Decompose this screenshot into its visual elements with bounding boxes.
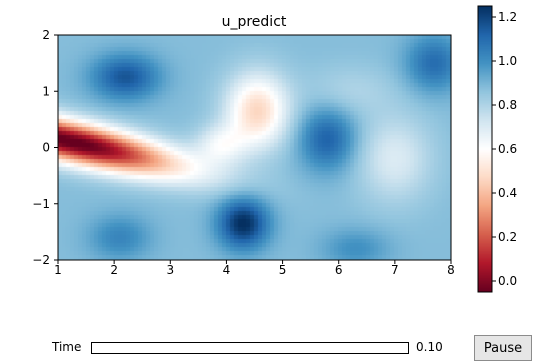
animation-controls: Time 0.10 Pause bbox=[0, 332, 545, 364]
x-tick-label: 7 bbox=[391, 263, 399, 277]
x-tick-label: 3 bbox=[166, 263, 174, 277]
colorbar: 0.0 0.2 0.4 0.6 0.8 1.0 1.2 bbox=[477, 5, 517, 293]
colorbar-tick-label: 0.0 bbox=[498, 274, 517, 288]
y-tick-label: 0 bbox=[42, 141, 50, 155]
colorbar-gradient bbox=[478, 6, 492, 292]
colorbar-tick-label: 0.2 bbox=[498, 230, 517, 244]
chart-title: u_predict bbox=[222, 14, 287, 30]
heatmap bbox=[58, 35, 451, 260]
y-tick-label: 1 bbox=[42, 84, 50, 98]
time-slider-value: 0.10 bbox=[416, 340, 443, 354]
x-tick-label: 4 bbox=[223, 263, 231, 277]
x-tick-label: 5 bbox=[279, 263, 287, 277]
x-tick-label: 1 bbox=[54, 263, 62, 277]
heatmap-field bbox=[58, 35, 451, 260]
x-tick-label: 2 bbox=[110, 263, 118, 277]
y-tick-label: 2 bbox=[42, 28, 50, 42]
x-tick-label: 6 bbox=[335, 263, 343, 277]
x-tick-label: 8 bbox=[447, 263, 455, 277]
y-axis: −2 −1 0 1 2 bbox=[32, 28, 58, 267]
time-slider[interactable] bbox=[91, 342, 409, 354]
y-tick-label: −1 bbox=[32, 197, 50, 211]
time-slider-label: Time bbox=[52, 340, 82, 354]
x-axis: 1 2 3 4 5 6 7 8 bbox=[54, 260, 455, 277]
colorbar-tick-label: 0.6 bbox=[498, 142, 517, 156]
colorbar-tick-label: 1.2 bbox=[498, 10, 517, 24]
colorbar-ticks: 0.0 0.2 0.4 0.6 0.8 1.0 1.2 bbox=[492, 10, 517, 288]
colorbar-tick-label: 1.0 bbox=[498, 54, 517, 68]
colorbar-tick-label: 0.8 bbox=[498, 98, 517, 112]
pause-button[interactable]: Pause bbox=[474, 335, 532, 361]
y-tick-label: −2 bbox=[32, 253, 50, 267]
colorbar-tick-label: 0.4 bbox=[498, 186, 517, 200]
